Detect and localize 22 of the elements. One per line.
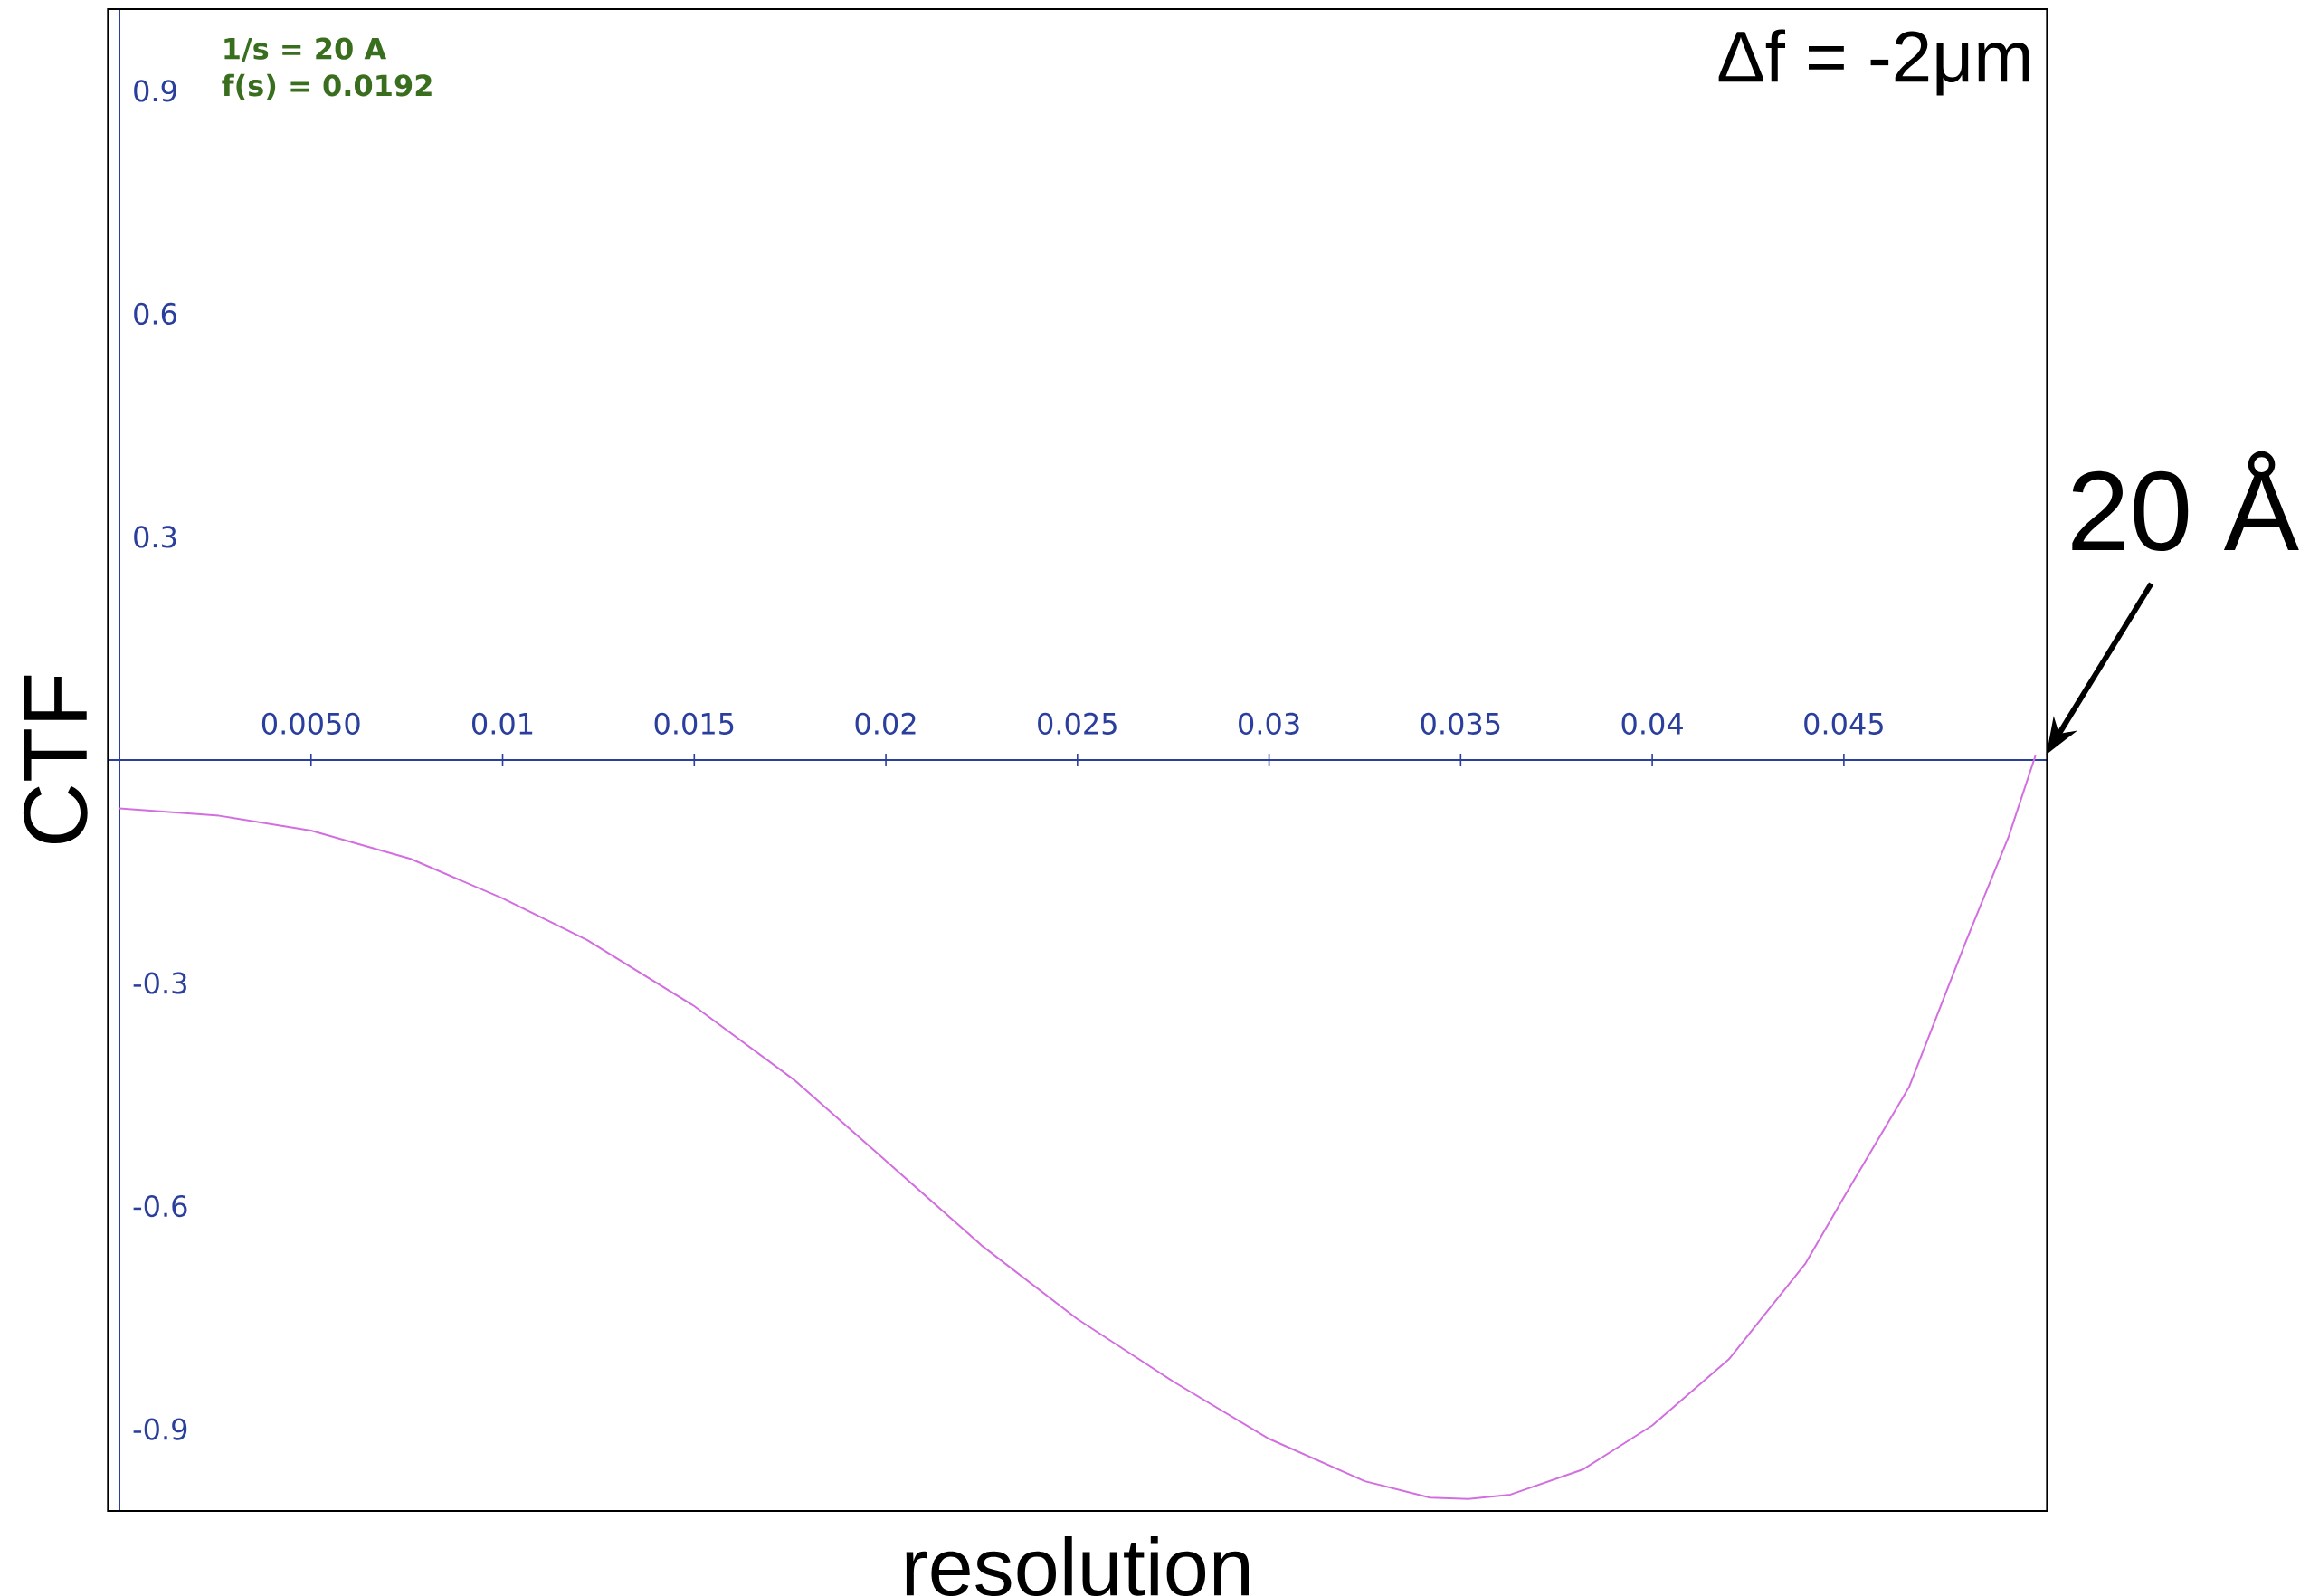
y-tick-label: -0.3 (133, 972, 186, 994)
x-tick-label: 0.035 (1421, 712, 1500, 735)
x-tick-label: 0.045 (1804, 712, 1883, 735)
x-tick-label: 0.0050 (261, 712, 360, 735)
x-tick-label: 0.03 (1239, 712, 1299, 735)
annotation: 1/s = 20 A (224, 37, 387, 62)
annotation: Δf = -2μm (1718, 29, 2029, 96)
y-tick-label: 0.3 (134, 526, 176, 548)
annotation: f(s) = 0.0192 (222, 73, 432, 100)
x-tick-label: 0.025 (1038, 712, 1117, 735)
annotation: 20 Å (2072, 451, 2299, 552)
y-tick-label: 0.9 (134, 80, 176, 102)
x-tick-label: 0.01 (472, 712, 533, 735)
line-series (119, 755, 2037, 1500)
y-tick-label: -0.6 (133, 1194, 187, 1218)
x-tick-label: 0.015 (654, 712, 734, 735)
y-axis-title: CTF (23, 675, 88, 844)
x-tick-label: 0.02 (855, 712, 916, 735)
y-tick-label: -0.9 (133, 1418, 187, 1440)
x-tick-label: 0.04 (1621, 712, 1683, 735)
x-axis-title: resolution (906, 1535, 1250, 1596)
y-tick-label: 0.6 (134, 302, 176, 325)
